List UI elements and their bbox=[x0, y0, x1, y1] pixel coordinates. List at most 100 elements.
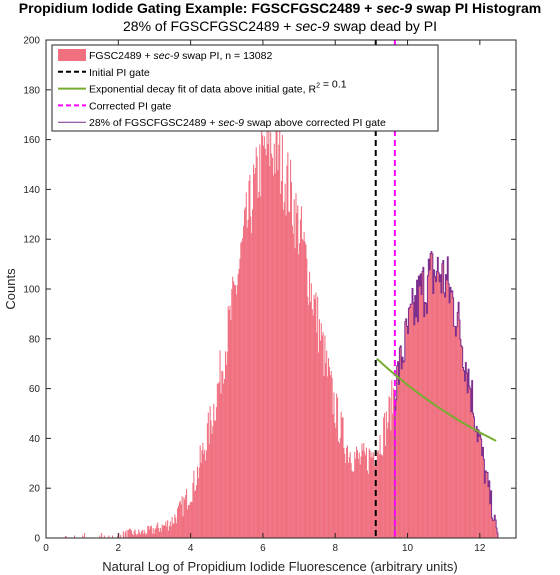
histogram-bar bbox=[403, 361, 405, 538]
histogram-bar bbox=[384, 413, 386, 538]
histogram-bar bbox=[286, 165, 288, 538]
histogram-bar bbox=[408, 308, 410, 538]
histogram-bar bbox=[190, 501, 192, 538]
histogram-bar bbox=[355, 458, 357, 538]
histogram-bar bbox=[260, 196, 262, 539]
histogram-bar bbox=[246, 227, 248, 538]
histogram-bar bbox=[326, 350, 328, 538]
histogram-bar bbox=[476, 426, 478, 538]
histogram-bar bbox=[368, 448, 370, 538]
histogram-bar bbox=[446, 280, 448, 538]
histogram-bar bbox=[337, 441, 339, 538]
histogram-bar bbox=[280, 193, 282, 539]
histogram-bar bbox=[416, 280, 418, 538]
histogram-bar bbox=[291, 225, 293, 538]
histogram-bar bbox=[428, 259, 430, 538]
histogram-bar bbox=[292, 233, 294, 538]
histogram-bar bbox=[235, 294, 237, 538]
histogram-bar bbox=[308, 304, 310, 538]
histogram-bar bbox=[366, 470, 368, 538]
histogram-bar bbox=[478, 429, 480, 538]
histogram-bar bbox=[158, 528, 160, 538]
histogram-bar bbox=[298, 254, 300, 538]
histogram-bar bbox=[473, 416, 475, 538]
histogram-bar bbox=[401, 368, 403, 538]
histogram-bar bbox=[468, 369, 470, 538]
histogram-bar bbox=[336, 393, 338, 538]
histogram-bar bbox=[163, 525, 165, 538]
histogram-bar bbox=[219, 350, 221, 538]
histogram-bar bbox=[229, 305, 231, 538]
histogram-bar bbox=[469, 386, 471, 538]
y-tick-label: 40 bbox=[29, 434, 41, 445]
histogram-bar bbox=[328, 358, 330, 538]
histogram-bar bbox=[178, 502, 180, 538]
histogram-bar bbox=[148, 525, 150, 538]
histogram-bar bbox=[465, 362, 467, 538]
histogram-bar bbox=[318, 352, 320, 538]
histogram-bar bbox=[184, 499, 186, 538]
histogram-bar bbox=[281, 135, 283, 538]
histogram-bar bbox=[460, 345, 462, 538]
histogram-bar bbox=[169, 521, 171, 538]
histogram-bar bbox=[265, 155, 267, 539]
histogram-bar bbox=[373, 452, 375, 538]
histogram-bar bbox=[215, 420, 217, 538]
histogram-bar bbox=[322, 332, 324, 538]
histogram-bar bbox=[370, 457, 372, 538]
histogram-bar bbox=[290, 182, 292, 539]
histogram-bar bbox=[450, 287, 452, 538]
histogram-bar bbox=[340, 411, 342, 538]
histogram-bar bbox=[188, 504, 190, 538]
histogram-bar bbox=[467, 392, 469, 538]
histogram-bar bbox=[198, 467, 200, 538]
histogram-bar bbox=[325, 363, 327, 538]
histogram-bar bbox=[403, 362, 405, 538]
histogram-bar bbox=[144, 532, 146, 538]
histogram-bar bbox=[393, 388, 395, 538]
histogram-bar bbox=[378, 454, 380, 538]
histogram-bar bbox=[124, 532, 126, 538]
histogram-bar bbox=[330, 370, 332, 538]
histogram-bar bbox=[271, 153, 273, 539]
histogram-bar bbox=[354, 451, 356, 538]
histogram-bar bbox=[153, 533, 155, 538]
histogram-bar bbox=[399, 347, 401, 538]
histogram-bar bbox=[423, 316, 425, 538]
histogram-bar bbox=[295, 193, 297, 538]
chart-title: Propidium Iodide Gating Example: FGSCFGS… bbox=[19, 0, 541, 16]
histogram-bar bbox=[361, 443, 363, 538]
histogram-bar bbox=[333, 392, 335, 538]
histogram-bar bbox=[234, 284, 236, 538]
histogram-bar bbox=[224, 351, 227, 538]
histogram-bar bbox=[168, 530, 170, 538]
histogram-bar bbox=[486, 472, 488, 538]
x-tick-label: 0 bbox=[43, 543, 49, 554]
histogram-bar bbox=[395, 399, 397, 538]
histogram-bar bbox=[444, 297, 446, 538]
histogram-bar bbox=[346, 445, 349, 538]
histogram-bar bbox=[327, 376, 329, 538]
histogram-bar bbox=[404, 321, 406, 538]
histogram-bar bbox=[461, 347, 463, 538]
histogram-bar bbox=[299, 243, 301, 539]
histogram-bar bbox=[310, 283, 312, 538]
histogram-bar bbox=[491, 517, 493, 538]
histogram-bar bbox=[138, 529, 140, 538]
histogram-bar bbox=[347, 462, 349, 538]
histogram-bar bbox=[242, 238, 244, 538]
histogram-bar bbox=[201, 450, 203, 538]
histogram-bar bbox=[111, 535, 114, 538]
histogram-bar bbox=[142, 533, 144, 538]
histogram-bar bbox=[440, 274, 442, 538]
histogram-bar bbox=[159, 527, 161, 538]
histogram-bar bbox=[424, 302, 426, 538]
histogram-bar bbox=[356, 450, 358, 538]
histogram-bar bbox=[278, 144, 280, 538]
histogram-bar bbox=[203, 453, 205, 538]
histogram-bar bbox=[211, 433, 213, 538]
histogram-bar bbox=[435, 281, 437, 538]
histogram-bar bbox=[195, 490, 197, 538]
histogram-bar bbox=[290, 159, 292, 538]
